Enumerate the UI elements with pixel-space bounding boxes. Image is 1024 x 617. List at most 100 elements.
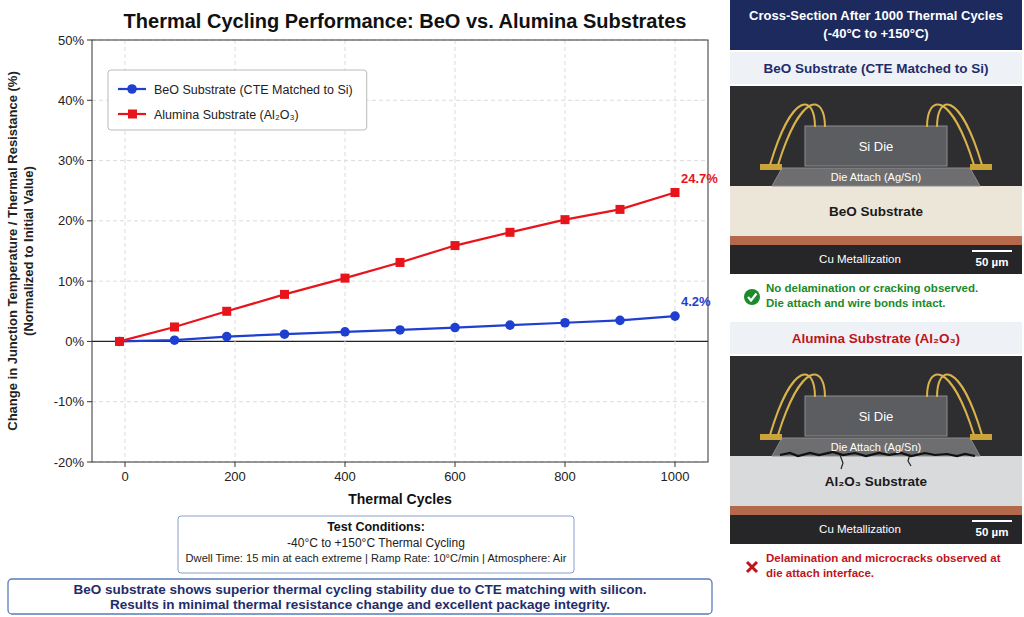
- y-axis-title: (Normalized to Initial Value): [21, 166, 36, 336]
- grid-line: [92, 220, 708, 221]
- check-icon-mark: [748, 294, 757, 301]
- page: Thermal Cycling Performance: BeO vs. Alu…: [0, 0, 1024, 617]
- cu-layer: [730, 236, 1022, 245]
- die-label: Si Die: [859, 409, 894, 424]
- data-point: [170, 335, 180, 345]
- image-bottom: [730, 245, 1022, 274]
- image-background: [730, 86, 1022, 274]
- die-attach: [772, 438, 980, 456]
- metallization-label: Cu Metallization: [819, 523, 901, 535]
- cross-icon: [747, 562, 757, 572]
- scale-label: 50 µm: [976, 256, 1009, 268]
- legend-label: BeO Substrate (CTE Matched to Si): [154, 83, 353, 97]
- cross-section-image: Si Die Die Attach (Ag/Sn) Al₂O₃ Substrate C…: [730, 356, 1022, 544]
- die-label: Si Die: [859, 139, 894, 154]
- section-heading: BeO Substrate (CTE Matched to Si): [763, 61, 988, 76]
- data-point: [671, 188, 680, 197]
- series-line: [120, 316, 676, 341]
- data-point: [561, 215, 570, 224]
- y-tick-label: 10%: [58, 274, 84, 289]
- grid-line: [92, 341, 708, 342]
- si-die: [805, 396, 947, 436]
- tick-mark: [125, 462, 126, 467]
- x-tick-label: 1000: [661, 469, 690, 484]
- data-label: 24.7%: [681, 171, 718, 186]
- summary-box: [8, 579, 712, 614]
- section-heading-band: [730, 322, 1022, 354]
- section-heading: Alumina Substrate (Al₂O₃): [792, 331, 960, 346]
- tick-mark: [87, 40, 92, 41]
- conditions-text: Dwell Time: 15 min at each extreme | Ram…: [186, 552, 567, 564]
- tick-mark: [675, 462, 676, 467]
- tick-mark: [235, 462, 236, 467]
- series-line: [120, 193, 676, 342]
- tick-mark: [87, 281, 92, 282]
- data-point: [280, 329, 290, 339]
- legend-marker: [127, 84, 137, 94]
- data-point: [506, 228, 515, 237]
- die-attach-label: Die Attach (Ag/Sn): [831, 441, 922, 453]
- y-tick-label: -20%: [54, 455, 85, 470]
- tick-mark: [565, 462, 566, 467]
- bond-wire: [778, 104, 825, 165]
- grid-line: [92, 281, 708, 282]
- substrate-label: Al₂O₃ Substrate: [825, 474, 928, 489]
- conditions-box: [178, 516, 574, 573]
- y-tick-label: 50%: [58, 33, 84, 48]
- data-point: [115, 337, 125, 347]
- caption-text: No delamination or cracking observed.: [766, 282, 978, 294]
- legend-label: Alumina Substrate (Al₂O₃): [154, 108, 299, 122]
- y-tick-label: 0%: [65, 334, 84, 349]
- data-point: [505, 320, 515, 330]
- panel-title: (-40°C to +150°C): [823, 26, 928, 41]
- data-point: [115, 337, 124, 346]
- bond-wire: [770, 374, 815, 435]
- data-point: [341, 274, 350, 283]
- data-point: [396, 258, 405, 267]
- x-tick-label: 0: [121, 469, 128, 484]
- substrate: [730, 186, 1022, 236]
- tick-mark: [87, 160, 92, 161]
- data-point: [616, 205, 625, 214]
- data-point: [340, 327, 350, 337]
- bond-wire: [927, 374, 974, 435]
- data-group: [115, 188, 680, 346]
- conditions-text: -40°C to +150°C Thermal Cycling: [287, 536, 465, 550]
- caption-text: Delamination and microcracks observed at: [766, 552, 1001, 564]
- grid-line: [455, 40, 456, 462]
- bond-wire: [778, 374, 825, 435]
- plot-frame: [92, 40, 708, 462]
- data-label: 4.2%: [681, 294, 711, 309]
- x-tick-label: 600: [444, 469, 466, 484]
- grid-line: [565, 40, 566, 462]
- scale-bar: [972, 250, 1012, 252]
- y-tick-label: 20%: [58, 213, 84, 228]
- conditions-title: Test Conditions:: [327, 520, 425, 534]
- substrate-label: BeO Substrate: [829, 204, 923, 219]
- data-point: [395, 325, 405, 335]
- y-axis-title: Change in Junction Temperature / Thermal…: [5, 71, 20, 431]
- image-bottom: [730, 515, 1022, 544]
- scale-bar: [972, 520, 1012, 522]
- y-tick-label: -10%: [54, 394, 85, 409]
- legend-box: [108, 70, 367, 130]
- chart-title: Thermal Cycling Performance: BeO vs. Alu…: [124, 10, 687, 32]
- caption-text: Die attach and wire bonds intact.: [766, 297, 946, 309]
- legend: BeO Substrate (CTE Matched to Si) Alumina…: [108, 70, 367, 130]
- data-point: [280, 290, 289, 299]
- microcrack: [840, 454, 911, 469]
- section-heading-band: [730, 52, 1022, 84]
- si-die: [805, 126, 947, 166]
- data-point: [222, 332, 232, 342]
- scale-label: 50 µm: [976, 526, 1009, 538]
- x-tick-label: 800: [554, 469, 576, 484]
- panel-title: Cross-Section After 1000 Thermal Cycles: [749, 8, 1003, 23]
- bond-wire: [937, 104, 982, 165]
- metallization-label: Cu Metallization: [819, 253, 901, 265]
- bond-wire: [770, 104, 815, 165]
- legend-marker: [128, 110, 137, 119]
- image-background: [730, 356, 1022, 544]
- substrate: [730, 456, 1022, 506]
- tick-mark: [87, 341, 92, 342]
- summary-text: Results in minimal thermal resistance ch…: [110, 597, 610, 612]
